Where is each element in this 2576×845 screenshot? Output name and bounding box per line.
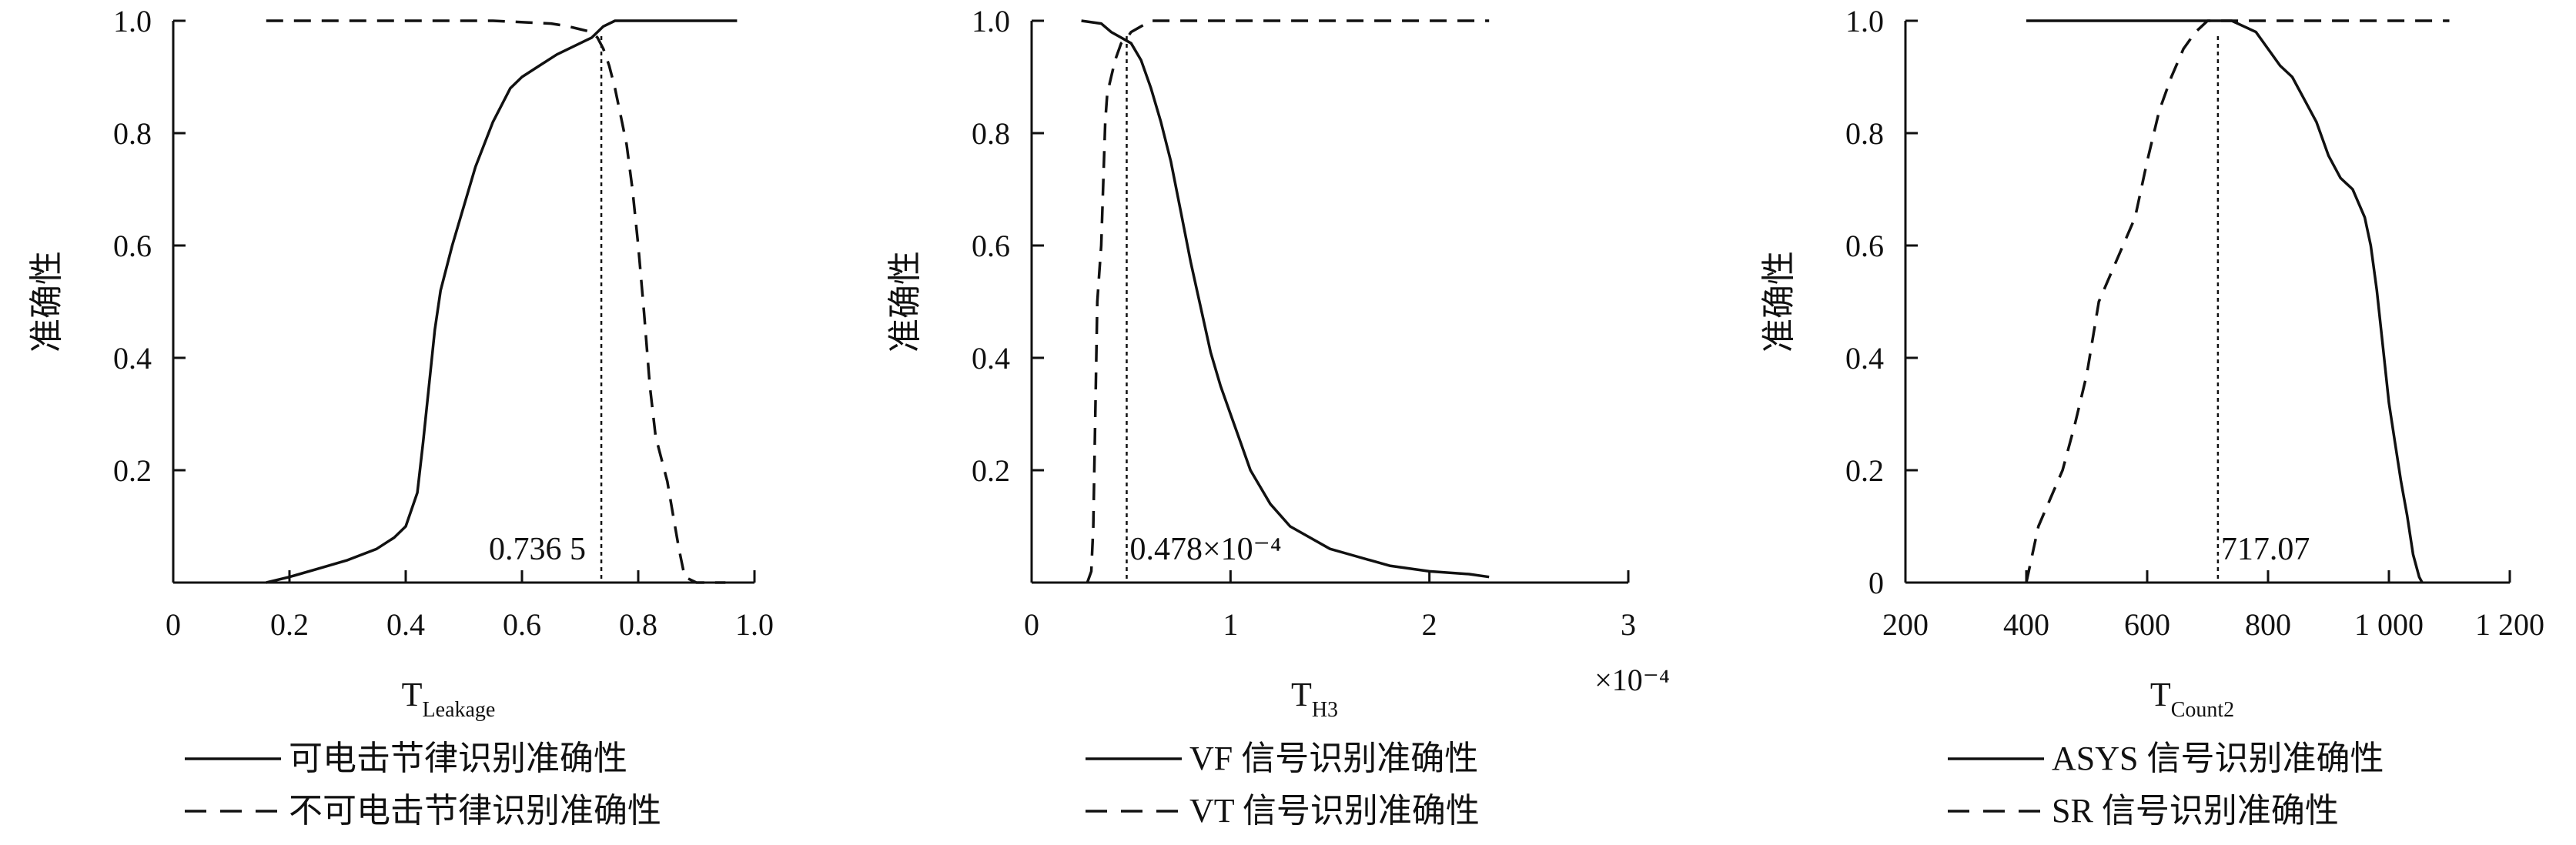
x-tick-label: 0 bbox=[1024, 607, 1039, 642]
x-tick-label: 600 bbox=[2124, 607, 2170, 642]
legend-label: ASYS 信号识别准确性 bbox=[2052, 740, 2384, 777]
x-tick-label: 2 bbox=[1422, 607, 1437, 642]
legend-label: VT 信号识别准确性 bbox=[1189, 792, 1480, 830]
x-axis-title: TLeakage bbox=[402, 676, 496, 722]
y-tick-label: 0.6 bbox=[1845, 229, 1884, 263]
x-tick-label: 0 bbox=[166, 607, 181, 642]
chart-panel-count2: 0 0.2 0.4 0.6 0.8 1.0 200 400 600 800 1 000 1 200 TC… bbox=[1760, 4, 2544, 830]
x-axis-title-subscript: Leakage bbox=[423, 698, 496, 722]
x-tick-label: 3 bbox=[1621, 607, 1636, 642]
x-axis-title: TCount2 bbox=[2150, 676, 2234, 722]
y-tick-label: 0.6 bbox=[113, 229, 152, 263]
chart-panel-leakage: 0.2 0.4 0.6 0.8 1.0 0 0.2 0.4 0.6 0.8 1.0 TLeakage 准… bbox=[28, 4, 774, 830]
x-axis-title-subscript: H3 bbox=[1312, 698, 1338, 722]
y-axis-title: 准确性 bbox=[886, 251, 924, 352]
series-line-dashed bbox=[1086, 19, 1490, 583]
series-line-solid bbox=[1081, 19, 1490, 579]
x-tick-label: 0.2 bbox=[270, 607, 309, 642]
x-tick-label: 1.0 bbox=[735, 607, 774, 642]
chart-panel-h3: 0.2 0.4 0.6 0.8 1.0 0 1 2 3 ×10⁻⁴ TH3 准确性 0.478×10⁻⁴… bbox=[886, 4, 1670, 830]
series-line-solid bbox=[2026, 19, 2424, 583]
y-tick-label: 0.4 bbox=[1845, 341, 1884, 376]
y-tick-label: 0.6 bbox=[972, 229, 1010, 263]
y-tick-label: 0.8 bbox=[972, 116, 1010, 151]
x-axis-title-subscript: Count2 bbox=[2171, 698, 2234, 722]
series-line-dashed bbox=[266, 19, 726, 584]
x-tick-label: 0.6 bbox=[503, 607, 541, 642]
y-tick-label: 1.0 bbox=[972, 4, 1010, 38]
x-tick-label: 1 bbox=[1223, 607, 1238, 642]
series-line-dashed bbox=[2025, 19, 2450, 583]
x-tick-label: 400 bbox=[2003, 607, 2049, 642]
y-tick-label: 1.0 bbox=[113, 4, 152, 38]
legend-label: 可电击节律识别准确性 bbox=[289, 740, 627, 777]
legend-label: 不可电击节律识别准确性 bbox=[289, 792, 661, 830]
y-tick-label: 0.8 bbox=[113, 116, 152, 151]
legend-label: VF 信号识别准确性 bbox=[1189, 740, 1478, 777]
y-tick-label: 1.0 bbox=[1845, 4, 1884, 38]
threshold-label: 0.736 5 bbox=[489, 532, 586, 567]
series-line-solid bbox=[266, 19, 738, 584]
x-axis-title-main: T bbox=[2150, 676, 2171, 713]
y-tick-label: 0.2 bbox=[1845, 453, 1884, 488]
y-tick-label: 0.8 bbox=[1845, 116, 1884, 151]
y-axis-title: 准确性 bbox=[28, 251, 65, 352]
x-tick-label: 200 bbox=[1882, 607, 1929, 642]
x-tick-label: 0.8 bbox=[619, 607, 657, 642]
y-tick-label: 0.4 bbox=[113, 341, 152, 376]
x-axis-title: TH3 bbox=[1291, 676, 1338, 722]
x-tick-label: 1 200 bbox=[2475, 607, 2544, 642]
y-tick-label: 0 bbox=[1868, 566, 1884, 600]
x-tick-label: 0.4 bbox=[386, 607, 425, 642]
y-tick-label: 0.4 bbox=[972, 341, 1010, 376]
y-tick-label: 0.2 bbox=[113, 453, 152, 488]
y-tick-label: 0.2 bbox=[972, 453, 1010, 488]
x-axis-title-main: T bbox=[1291, 676, 1312, 713]
legend-label: SR 信号识别准确性 bbox=[2052, 792, 2339, 830]
threshold-label: 717.07 bbox=[2221, 532, 2310, 567]
x-tick-label: 800 bbox=[2245, 607, 2291, 642]
threshold-label: 0.478×10⁻⁴ bbox=[1129, 532, 1281, 567]
x-axis-title-main: T bbox=[402, 676, 423, 713]
y-axis-title: 准确性 bbox=[1760, 251, 1798, 352]
x-tick-label: 1 000 bbox=[2354, 607, 2424, 642]
x-axis-multiplier: ×10⁻⁴ bbox=[1594, 663, 1670, 697]
